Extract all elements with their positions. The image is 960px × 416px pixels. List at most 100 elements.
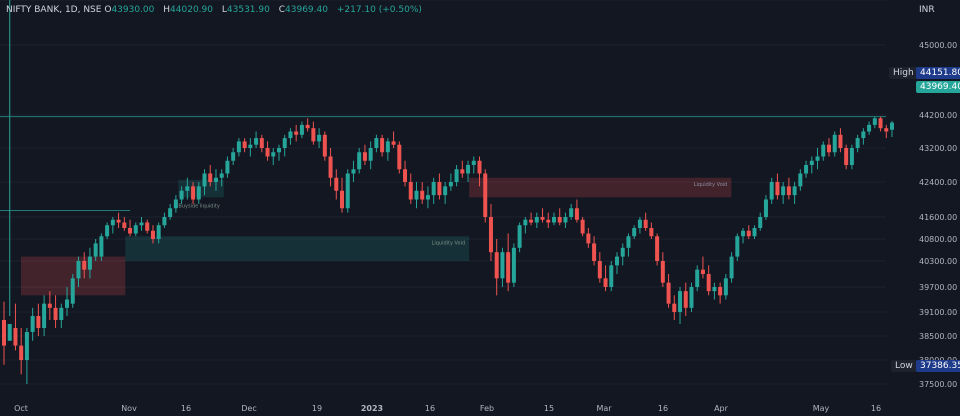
candle-body [615, 256, 620, 266]
candle-body [471, 160, 476, 165]
x-tick-label: 15 [544, 404, 554, 413]
x-tick-label: Apr [714, 404, 729, 413]
candle-body [328, 156, 333, 178]
candle-body [586, 233, 591, 244]
candle-body [420, 190, 425, 200]
candle-body [741, 230, 746, 237]
candle-body [517, 225, 522, 248]
x-tick-label: Dec [241, 404, 256, 413]
change-value: +217.10 (+0.50%) [336, 5, 422, 15]
close-value: 43969.40 [285, 5, 328, 15]
y-tick-label: 42400.00 [919, 178, 957, 187]
candle-body [36, 316, 41, 328]
candle-body [196, 186, 201, 200]
candle-body [254, 138, 259, 145]
candle-body [603, 278, 608, 287]
candle-body [483, 173, 488, 217]
candle-body [758, 217, 763, 228]
candle-body [775, 182, 780, 196]
candle-body [666, 282, 671, 304]
open-value: 43930.00 [111, 5, 155, 15]
candle-body [7, 324, 12, 341]
candle-body [362, 152, 367, 161]
candle-body [76, 261, 81, 279]
candle-body [122, 222, 127, 228]
candle-body [763, 199, 768, 217]
y-tick-label: 38500.00 [919, 332, 957, 341]
candle-body [448, 182, 453, 187]
candle-body [540, 217, 545, 220]
candle-body [477, 160, 482, 174]
candle-body [311, 128, 316, 142]
candle-body [408, 182, 413, 200]
y-tick-label: 37500.00 [919, 380, 957, 389]
candle-body [322, 134, 327, 157]
candle-body [460, 169, 465, 174]
liquidity-void-green-label: Liquidity Void [432, 240, 466, 246]
candle-body [826, 144, 831, 153]
candle-body [65, 299, 70, 308]
x-tick-label: 16 [425, 404, 435, 413]
low-tag-value: 37386.35 [916, 360, 960, 372]
candle-body [345, 173, 350, 209]
candle-body [265, 148, 270, 157]
low-value: 43531.90 [226, 5, 270, 15]
candle-body [162, 217, 167, 226]
candle-body [391, 141, 396, 145]
candle-body [655, 236, 660, 261]
candle-body [878, 118, 883, 129]
candle-body [179, 190, 184, 200]
candle-body [82, 261, 87, 270]
candle-body [431, 182, 436, 196]
candle-body [632, 228, 637, 237]
buyside-box [178, 179, 224, 198]
candle-body [637, 219, 642, 228]
x-tick-label: Oct [14, 404, 28, 413]
candle-body [735, 236, 740, 257]
candle-body [437, 182, 442, 196]
last-price-tag: 43969.40 [916, 81, 960, 93]
liquidity-void-green [125, 236, 470, 261]
candle-body [105, 225, 110, 237]
x-tick-label: 19 [312, 404, 322, 413]
candle-body [792, 186, 797, 196]
y-tick-label: 44200.00 [919, 111, 957, 120]
high-label: H [163, 5, 171, 15]
y-tick-label: 41600.00 [919, 213, 957, 222]
candle-body [494, 252, 499, 279]
candle-body [242, 141, 247, 148]
candle-body [443, 186, 448, 196]
candle-body [815, 156, 820, 161]
candle-body [173, 199, 178, 209]
candle-body [19, 345, 24, 360]
candle-body [861, 131, 866, 139]
candle-body [488, 217, 493, 253]
candle-body [236, 141, 241, 153]
candle-body [569, 208, 574, 217]
candle-body [786, 186, 791, 196]
currency-label[interactable]: INR [919, 5, 935, 15]
candle-body [202, 173, 207, 187]
candle-body [580, 219, 585, 234]
candle-body [317, 134, 322, 142]
candle-body [849, 148, 854, 165]
candle-body [832, 134, 837, 153]
candle-body [288, 131, 293, 139]
candle-body [769, 182, 774, 200]
candle-body [231, 152, 236, 161]
candle-body [133, 225, 138, 234]
x-tick-label: May [813, 404, 830, 413]
candle-body [414, 190, 419, 200]
x-tick-label: 16 [871, 404, 881, 413]
candle-body [219, 173, 224, 178]
candle-body [47, 303, 52, 308]
candle-body [660, 261, 665, 283]
candle-body [620, 247, 625, 257]
close-label: C [278, 5, 286, 15]
candle-body [557, 217, 562, 223]
candle-body [208, 173, 213, 182]
candle-body [838, 134, 843, 148]
high-tag-value: 44151.80 [916, 67, 960, 79]
